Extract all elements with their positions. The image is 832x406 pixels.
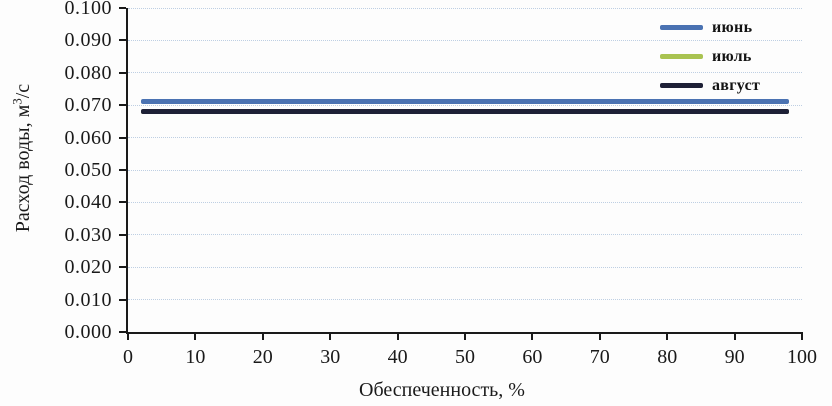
y-tick <box>119 233 126 236</box>
x-tick <box>329 334 332 340</box>
y-tick <box>119 298 126 301</box>
gridline <box>128 72 802 74</box>
x-tick <box>666 334 669 340</box>
legend: июнь июль август <box>660 13 760 100</box>
y-tick-label: 0.100 <box>64 0 112 19</box>
x-tick <box>598 334 601 340</box>
legend-item-0: июнь <box>660 13 760 42</box>
x-tick-label: 0 <box>123 346 133 368</box>
gridline <box>128 234 802 236</box>
x-tick <box>531 334 534 340</box>
x-tick-label: 40 <box>387 346 408 368</box>
y-axis-title-superscript: 3 <box>9 98 25 105</box>
legend-label: июнь <box>712 18 753 36</box>
gridline <box>128 137 802 139</box>
y-tick <box>119 7 126 9</box>
x-tick <box>261 334 264 340</box>
x-tick-label: 50 <box>455 346 475 368</box>
y-tick-label: 0.030 <box>64 223 112 246</box>
x-tick <box>396 334 399 340</box>
legend-swatch-icon <box>660 25 703 30</box>
y-tick-label: 0.000 <box>64 321 112 343</box>
y-tick <box>119 169 126 171</box>
gridline <box>128 39 802 41</box>
y-tick-label: 0.060 <box>64 126 112 149</box>
gridline <box>128 266 802 268</box>
x-axis-line <box>126 332 803 334</box>
x-tick <box>733 334 736 340</box>
x-tick-label: 90 <box>724 346 745 368</box>
y-tick <box>119 39 126 42</box>
y-tick-label: 0.090 <box>64 29 112 52</box>
legend-label: август <box>712 76 761 94</box>
legend-label: июль <box>712 47 752 65</box>
y-tick <box>119 201 126 204</box>
x-tick <box>194 334 197 340</box>
y-tick-label: 0.040 <box>64 191 112 214</box>
y-tick <box>119 136 126 139</box>
x-axis-title: Обеспеченность, % <box>359 379 525 401</box>
series-line-0 <box>141 99 789 105</box>
y-tick <box>119 104 126 107</box>
legend-swatch-icon <box>660 83 703 88</box>
gridline <box>128 299 802 301</box>
y-tick <box>119 331 126 333</box>
x-tick-label: 100 <box>787 346 817 368</box>
y-tick <box>119 266 126 269</box>
x-tick-label: 70 <box>589 346 610 368</box>
series-line-2 <box>141 109 789 115</box>
x-tick-label: 30 <box>320 346 341 368</box>
y-tick-label: 0.010 <box>64 288 112 311</box>
legend-item-1: июль <box>660 42 760 71</box>
x-tick-label: 80 <box>657 346 678 368</box>
gridline <box>128 169 802 171</box>
x-tick-label: 60 <box>522 346 543 368</box>
legend-item-2: август <box>660 71 760 100</box>
x-tick <box>801 334 803 340</box>
y-tick <box>119 71 126 74</box>
x-tick-label: 20 <box>252 346 273 368</box>
y-axis-line <box>126 8 128 334</box>
legend-swatch-icon <box>660 54 703 59</box>
gridline <box>128 104 802 106</box>
y-tick-label: 0.070 <box>64 94 112 117</box>
y-tick-label: 0.080 <box>64 61 112 84</box>
y-tick-label: 0.020 <box>64 256 112 279</box>
gridline <box>128 201 802 203</box>
y-tick-label: 0.050 <box>64 159 112 181</box>
x-tick <box>127 334 129 340</box>
x-tick <box>464 334 466 340</box>
gridline <box>128 7 802 9</box>
x-tick-label: 10 <box>185 346 206 368</box>
